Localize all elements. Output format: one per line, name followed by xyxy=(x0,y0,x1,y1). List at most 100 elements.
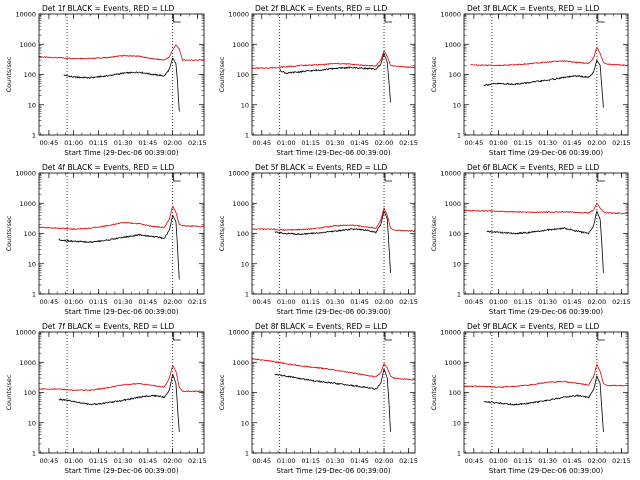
y-tick-label: 10000 xyxy=(15,329,36,337)
plot-frame xyxy=(251,13,416,136)
y-tick-label: 10 xyxy=(28,419,36,427)
x-tick-label: 02:15 xyxy=(399,139,418,147)
panel-det-4: Det 4f BLACK = Events, RED = LLD Counts/s… xyxy=(5,163,207,316)
y-tick-label: 1000 xyxy=(19,359,36,367)
panel-title: Det 8f BLACK = Events, RED = LLD xyxy=(255,322,388,331)
y-axis-label: Counts/sec xyxy=(218,215,226,251)
y-tick-label: 10 xyxy=(453,260,461,268)
x-tick-label: 00:45 xyxy=(40,298,59,306)
y-tick-label: 10 xyxy=(241,101,249,109)
x-axis-label: Start Time (29-Dec-06 00:39:00) xyxy=(64,149,178,157)
x-tick-label: 01:45 xyxy=(139,457,158,465)
x-tick-label: 02:15 xyxy=(188,457,207,465)
x-tick-label: 01:00 xyxy=(277,139,296,147)
x-tick-label: 02:15 xyxy=(188,139,207,147)
y-tick-label: 100 xyxy=(237,71,249,79)
lld-series-line xyxy=(470,46,629,67)
y-tick-label: 10000 xyxy=(440,329,461,337)
y-tick-label: 10000 xyxy=(440,11,461,19)
lld-series-line xyxy=(251,358,416,381)
events-series-line xyxy=(274,210,391,273)
x-tick-label: 02:15 xyxy=(399,457,418,465)
panel-det-3: Det 3f BLACK = Events, RED = LLD Counts/s… xyxy=(430,4,631,157)
panel-title: Det 1f BLACK = Events, RED = LLD xyxy=(42,4,175,13)
x-tick-label: 00:45 xyxy=(40,457,59,465)
interval-marker xyxy=(597,173,605,182)
y-tick-label: 1 xyxy=(457,450,461,458)
x-tick-label: 01:15 xyxy=(301,139,320,147)
y-tick-label: 1000 xyxy=(444,200,461,208)
x-axis-label: Start Time (29-Dec-06 00:39:00) xyxy=(276,308,390,316)
y-axis-label: Counts/sec xyxy=(218,374,226,410)
y-tick-label: 1000 xyxy=(232,200,249,208)
panel-det-8: Det 8f BLACK = Events, RED = LLD Counts/s… xyxy=(218,322,418,475)
y-tick-label: 10 xyxy=(241,260,249,268)
x-tick-label: 01:15 xyxy=(89,139,108,147)
x-tick-label: 01:15 xyxy=(89,457,108,465)
lld-series-line xyxy=(251,207,416,232)
interval-marker xyxy=(384,332,393,341)
x-tick-label: 02:00 xyxy=(375,457,394,465)
plot-frame xyxy=(463,331,629,454)
y-axis-label: Counts/sec xyxy=(430,215,438,251)
x-tick-label: 01:30 xyxy=(326,139,345,147)
y-axis-label: Counts/sec xyxy=(430,56,438,92)
panel-det-9: Det 9f BLACK = Events, RED = LLD Counts/s… xyxy=(430,322,631,475)
y-tick-label: 10000 xyxy=(15,170,36,178)
interval-marker xyxy=(597,332,605,341)
x-tick-label: 01:30 xyxy=(114,298,133,306)
x-tick-label: 01:15 xyxy=(514,298,533,306)
interval-marker xyxy=(173,14,181,23)
lld-series-line xyxy=(463,202,629,215)
x-tick-label: 01:45 xyxy=(563,298,582,306)
y-tick-label: 100 xyxy=(449,389,461,397)
plot-frame xyxy=(38,172,205,295)
y-tick-label: 10000 xyxy=(440,170,461,178)
x-axis-label: Start Time (29-Dec-06 00:39:00) xyxy=(489,149,603,157)
x-tick-label: 01:15 xyxy=(89,298,108,306)
events-series-line xyxy=(58,373,180,432)
interval-marker xyxy=(384,173,393,182)
x-axis-label: Start Time (29-Dec-06 00:39:00) xyxy=(489,308,603,316)
x-tick-label: 01:00 xyxy=(64,298,83,306)
panel-det-7: Det 7f BLACK = Events, RED = LLD Counts/s… xyxy=(5,322,207,475)
x-tick-label: 01:15 xyxy=(301,298,320,306)
panel-det-1: Det 1f BLACK = Events, RED = LLD Counts/s… xyxy=(5,4,207,157)
x-axis-label: Start Time (29-Dec-06 00:39:00) xyxy=(489,467,603,475)
x-tick-label: 01:45 xyxy=(139,298,158,306)
interval-marker xyxy=(173,332,181,341)
x-tick-label: 02:15 xyxy=(612,457,631,465)
plot-frame xyxy=(251,331,416,454)
x-tick-label: 01:45 xyxy=(563,457,582,465)
x-tick-label: 00:45 xyxy=(252,139,271,147)
x-tick-label: 01:45 xyxy=(563,139,582,147)
y-tick-label: 10000 xyxy=(228,170,249,178)
x-axis-label: Start Time (29-Dec-06 00:39:00) xyxy=(64,308,178,316)
panel-title: Det 4f BLACK = Events, RED = LLD xyxy=(42,163,175,172)
y-tick-label: 100 xyxy=(24,230,36,238)
y-tick-label: 100 xyxy=(449,71,461,79)
x-tick-label: 01:30 xyxy=(326,457,345,465)
x-tick-label: 00:45 xyxy=(40,139,59,147)
x-tick-label: 01:00 xyxy=(64,139,83,147)
x-tick-label: 01:45 xyxy=(350,457,369,465)
events-series-line xyxy=(486,210,604,273)
x-axis-label: Start Time (29-Dec-06 00:39:00) xyxy=(64,467,178,475)
x-tick-label: 01:00 xyxy=(64,457,83,465)
y-tick-label: 100 xyxy=(237,230,249,238)
y-tick-label: 100 xyxy=(24,71,36,79)
plot-frame xyxy=(251,172,416,295)
x-tick-label: 01:15 xyxy=(514,139,533,147)
x-tick-label: 01:00 xyxy=(489,139,508,147)
x-tick-label: 01:00 xyxy=(489,298,508,306)
y-tick-label: 1 xyxy=(32,291,36,299)
panel-title: Det 6f BLACK = Events, RED = LLD xyxy=(467,163,600,172)
y-tick-label: 1000 xyxy=(232,359,249,367)
y-tick-label: 1 xyxy=(245,291,249,299)
x-tick-label: 01:30 xyxy=(114,139,133,147)
y-tick-label: 1000 xyxy=(19,41,36,49)
y-tick-label: 1 xyxy=(245,450,249,458)
x-axis-label: Start Time (29-Dec-06 00:39:00) xyxy=(276,467,390,475)
x-tick-label: 02:15 xyxy=(399,298,418,306)
